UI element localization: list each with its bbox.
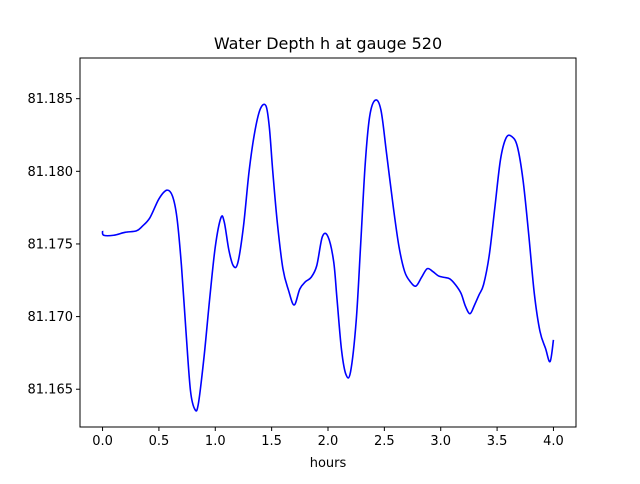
- y-tick-label: 81.180: [28, 165, 74, 180]
- axes-frame: [79, 57, 577, 428]
- x-tick-label: 4.0: [543, 434, 564, 449]
- x-tick-label: 3.0: [430, 434, 451, 449]
- x-tick-label: 2.5: [374, 434, 395, 449]
- chart-title: Water Depth h at gauge 520: [214, 34, 442, 53]
- y-tick-label: 81.185: [28, 92, 74, 107]
- series-line-0: [101, 99, 555, 412]
- x-tick-label: 3.5: [487, 434, 508, 449]
- plot-area: [101, 99, 555, 412]
- y-tick-label: 81.165: [28, 383, 74, 398]
- y-tick-label: 81.175: [28, 237, 74, 252]
- x-tick-label: 0.5: [149, 434, 170, 449]
- x-axis-label: hours: [310, 456, 347, 471]
- x-tick-label: 2.0: [318, 434, 339, 449]
- x-tick-label: 1.5: [261, 434, 282, 449]
- y-tick-label: 81.170: [28, 310, 74, 325]
- x-tick-label: 1.0: [205, 434, 226, 449]
- x-tick-label: 0.0: [92, 434, 113, 449]
- x-axis-ticks: 0.0 0.5 1.0 1.5 2.0 2.5 3.0 3.5 4.0: [92, 427, 564, 449]
- y-axis-ticks: 81.165 81.170 81.175 81.180 81.185: [28, 92, 80, 398]
